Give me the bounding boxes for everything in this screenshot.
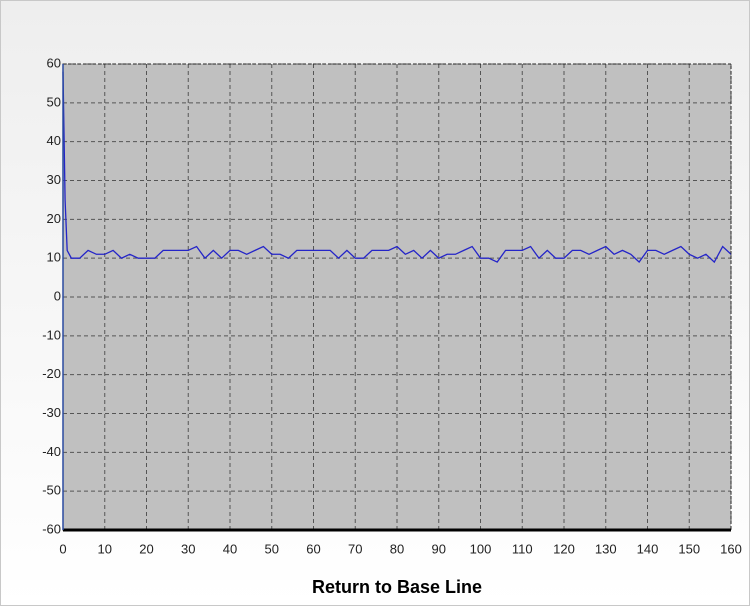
x-tick-label: 10 [98,541,112,556]
x-tick-label: 140 [637,541,659,556]
y-tick-label: 10 [47,250,61,265]
y-tick-label: 60 [47,55,61,70]
x-tick-label: 80 [390,541,404,556]
y-tick-label: -30 [42,405,61,420]
x-tick-label: 60 [306,541,320,556]
x-tick-label: 0 [59,541,66,556]
x-tick-label: 50 [265,541,279,556]
y-tick-label: 0 [54,288,61,303]
x-tick-label: 100 [470,541,492,556]
x-tick-label: 150 [678,541,700,556]
y-tick-label: 20 [47,211,61,226]
y-tick-label: -20 [42,366,61,381]
y-tick-label: 30 [47,172,61,187]
x-tick-label: 120 [553,541,575,556]
x-tick-label: 160 [720,541,742,556]
x-tick-label: 70 [348,541,362,556]
series-line [62,71,732,264]
y-tick-label: -60 [42,521,61,536]
x-tick-label: 40 [223,541,237,556]
y-tick-label: -10 [42,327,61,342]
x-tick-label: 20 [139,541,153,556]
series-layer [62,71,732,264]
y-tick-label: -40 [42,444,61,459]
x-tick-label: 90 [432,541,446,556]
y-tick-label: 50 [47,94,61,109]
chart-title: Return to Base Line [312,577,482,597]
x-tick-label: 130 [595,541,617,556]
y-tick-label: 40 [47,133,61,148]
tick-labels: -60 -50 -40 -30 -20 -10 0 10 20 30 40 50 60 0 10 20 30 40… [42,55,742,556]
y-tick-label: -50 [42,483,61,498]
x-tick-label: 110 [512,541,533,556]
x-tick-label: 30 [181,541,195,556]
